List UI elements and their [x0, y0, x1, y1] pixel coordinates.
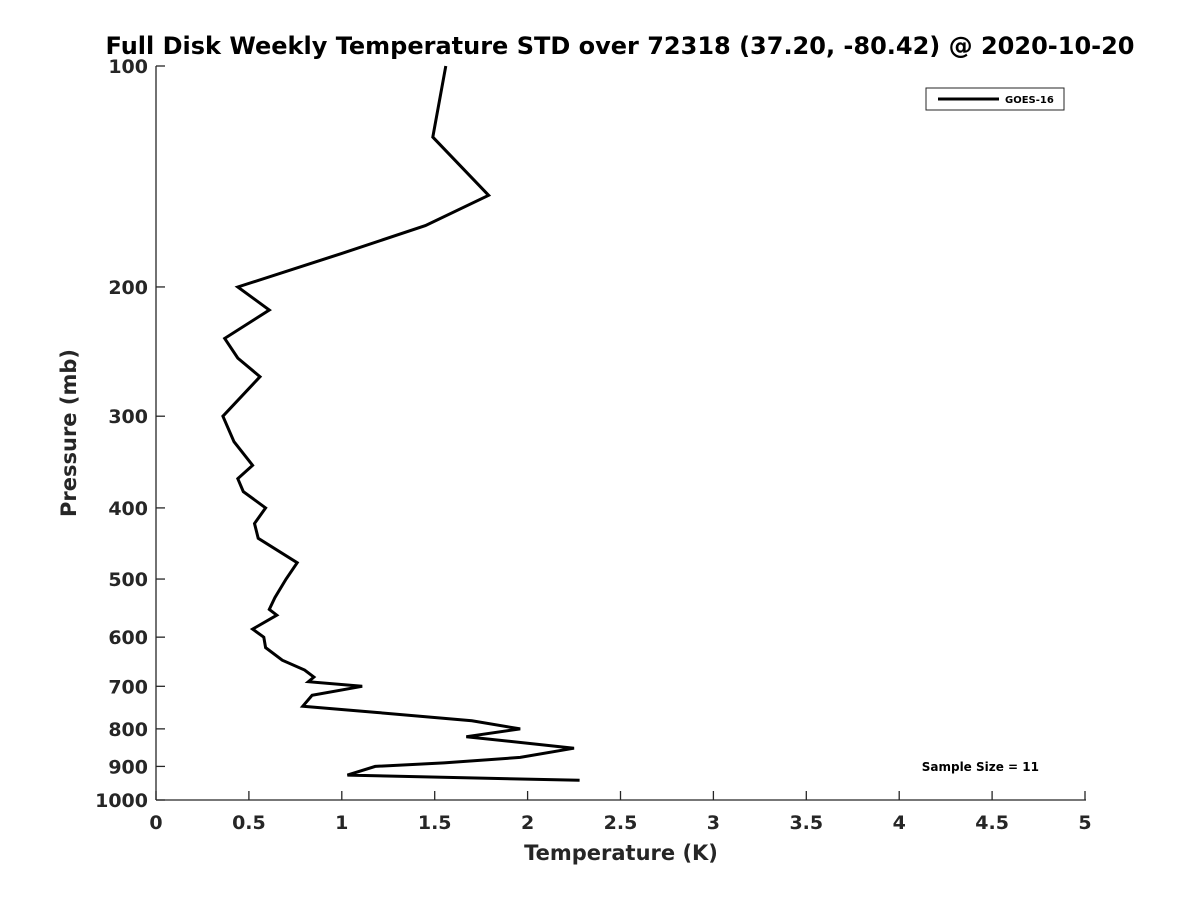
series-line-goes-16	[221, 65, 580, 782]
y-tick-label: 1000	[95, 790, 148, 812]
chart-title: Full Disk Weekly Temperature STD over 72…	[106, 32, 1135, 60]
y-tick-label: 800	[108, 719, 148, 741]
x-ticks: 0 0.5 1 1.5 2 2.5 3 3.5 4 4.5 5	[149, 791, 1092, 834]
y-tick-label: 500	[108, 569, 148, 591]
y-tick-label: 100	[108, 56, 148, 78]
y-tick-label: 600	[108, 627, 148, 649]
x-tick-label: 3	[707, 812, 720, 834]
x-tick-label: 0.5	[232, 812, 266, 834]
x-tick-label: 2.5	[604, 812, 638, 834]
x-tick-label: 4	[893, 812, 906, 834]
x-tick-label: 2	[521, 812, 534, 834]
x-tick-label: 0	[149, 812, 162, 834]
x-tick-label: 1.5	[418, 812, 452, 834]
y-tick-label: 400	[108, 498, 148, 520]
y-ticks: 100 200 300 400 500 600 700 800 900 1000	[95, 56, 165, 812]
x-tick-label: 4.5	[975, 812, 1009, 834]
x-tick-label: 1	[335, 812, 348, 834]
y-axis-label: Pressure (mb)	[57, 349, 81, 517]
y-tick-label: 200	[108, 277, 148, 299]
y-tick-label: 300	[108, 406, 148, 428]
legend: GOES-16	[925, 87, 1065, 111]
x-tick-label: 5	[1078, 812, 1091, 834]
legend-entry-goes-16: GOES-16	[1005, 95, 1054, 106]
y-tick-label: 700	[108, 676, 148, 698]
x-axis-label: Temperature (K)	[524, 841, 718, 865]
y-tick-label: 900	[108, 756, 148, 778]
x-tick-label: 3.5	[789, 812, 823, 834]
sample-size-annotation: Sample Size = 11	[922, 760, 1039, 774]
